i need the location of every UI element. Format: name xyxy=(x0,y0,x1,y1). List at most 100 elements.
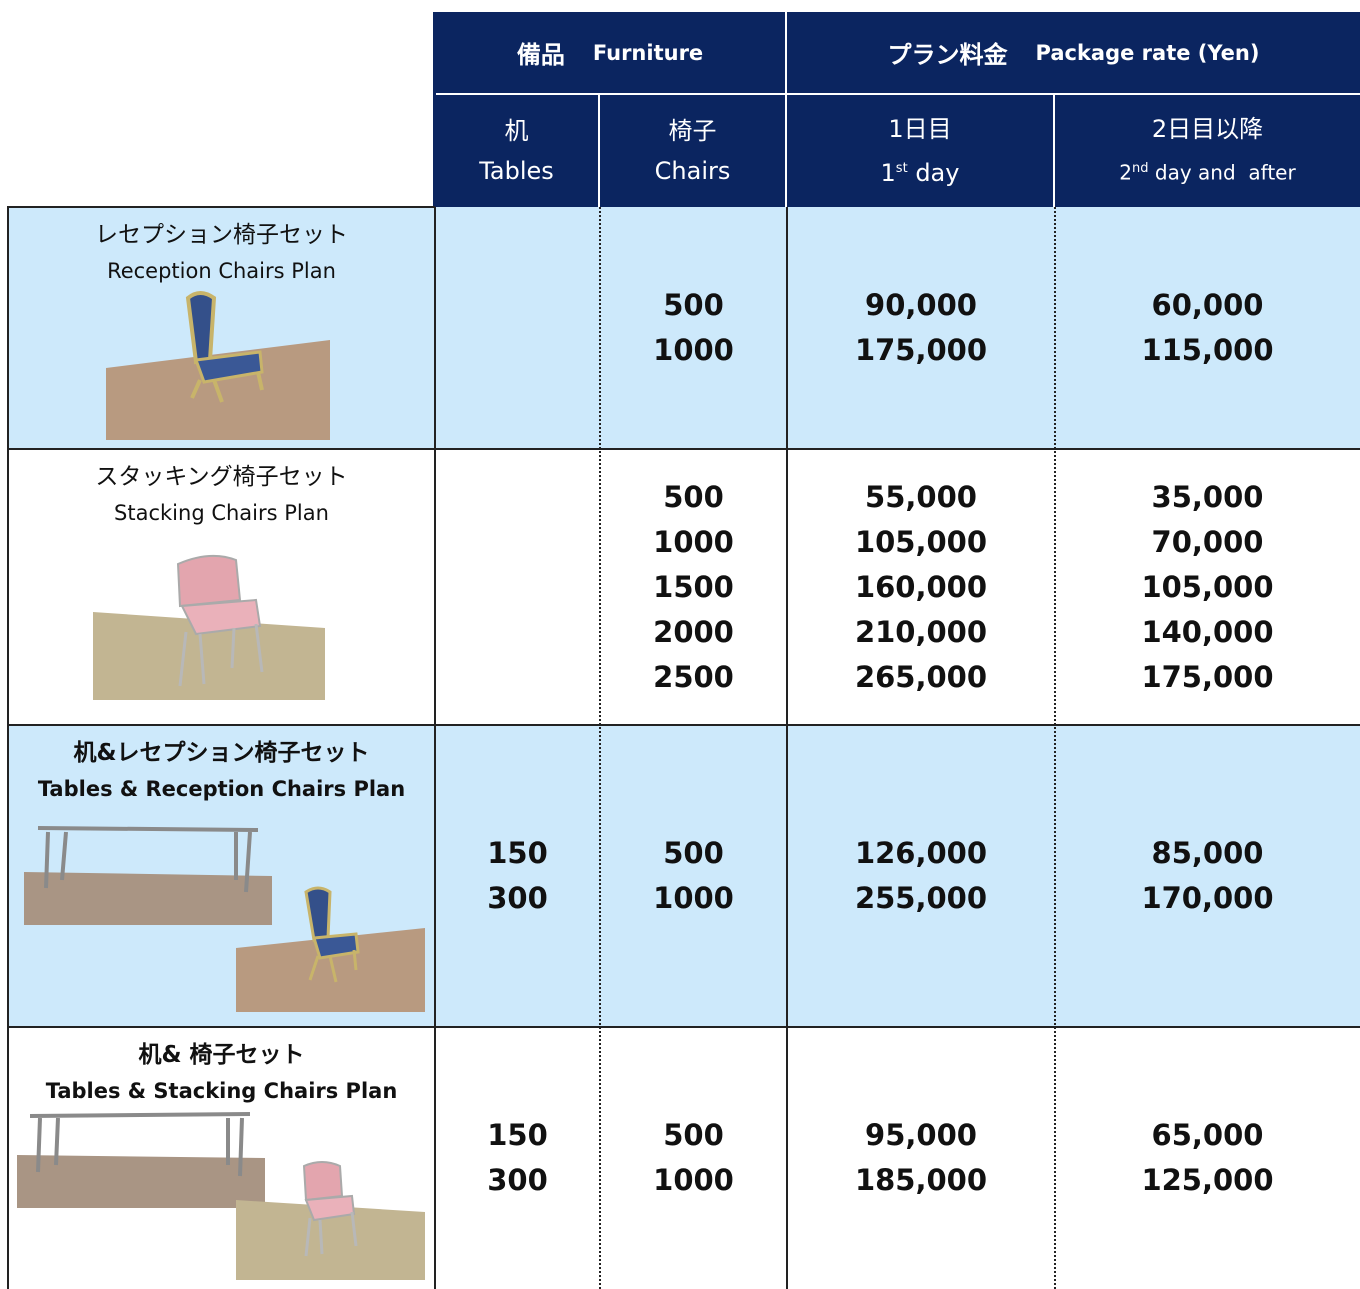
value-cell: 85,000 170,000 xyxy=(1055,727,1360,1025)
row-divider xyxy=(7,448,1360,450)
day-num: 2 xyxy=(1119,160,1133,185)
column-header: 1日目 1st day xyxy=(787,95,1055,207)
header-ja: 備品 xyxy=(516,41,565,69)
column-ja: 椅子 xyxy=(668,117,717,145)
plan-name: スタッキング椅子セット Stacking Chairs Plan xyxy=(8,449,435,725)
floor xyxy=(236,1200,425,1280)
day-rest: day xyxy=(915,159,960,187)
value: 105,000 xyxy=(854,524,988,559)
folding-table xyxy=(29,1112,251,1177)
reception-chair xyxy=(304,886,360,983)
value: 35,000 xyxy=(1151,479,1264,514)
column-en: Tables xyxy=(479,157,554,185)
header-left-border xyxy=(433,12,436,207)
column-header: 机 Tables xyxy=(435,95,600,207)
floor xyxy=(17,1155,265,1208)
column-ja: 1日目 xyxy=(888,115,952,143)
header-rate: プラン料金 Package rate (Yen) xyxy=(787,12,1360,95)
column-header: 椅子 Chairs xyxy=(600,95,787,207)
column-ja: 2日目以降 xyxy=(1151,115,1264,144)
stacking-chair xyxy=(176,554,264,687)
border-top xyxy=(7,206,435,208)
value: 90,000 xyxy=(865,288,977,322)
value: 2000 xyxy=(653,614,734,649)
plan-name: 机& 椅子セット Tables & Stacking Chairs Plan xyxy=(8,1027,435,1289)
value: 150 xyxy=(487,836,548,870)
value: 95,000 xyxy=(865,1118,977,1152)
value: 140,000 xyxy=(1141,614,1274,649)
value: 500 xyxy=(663,836,724,870)
floor xyxy=(24,872,272,925)
value-cell: 95,000 185,000 xyxy=(787,1029,1055,1287)
reception-chair xyxy=(185,291,264,403)
value: 300 xyxy=(487,881,548,915)
plan-name-en: Reception Chairs Plan xyxy=(107,259,336,283)
value-cell: 65,000 125,000 xyxy=(1055,1029,1360,1287)
plan-name: レセプション椅子セット Reception Chairs Plan xyxy=(8,207,435,449)
value: 2500 xyxy=(653,659,734,694)
value-cell: 126,000 255,000 xyxy=(787,727,1055,1025)
value: 160,000 xyxy=(854,569,988,604)
floor xyxy=(93,612,325,700)
header-en: Package rate (Yen) xyxy=(1035,40,1260,65)
value: 255,000 xyxy=(854,881,988,915)
plan-name-en: Tables & Reception Chairs Plan xyxy=(37,777,406,801)
value: 125,000 xyxy=(1141,1163,1274,1197)
value-cell: 60,000 115,000 xyxy=(1055,209,1360,447)
folding-table xyxy=(37,826,259,893)
value: 175,000 xyxy=(1141,659,1274,694)
plan-name-ja: レセプション椅子セット xyxy=(95,222,348,248)
column-ja: 机 xyxy=(504,117,529,145)
column-divider-dotted xyxy=(599,207,601,1289)
plan-name-en: Tables & Stacking Chairs Plan xyxy=(45,1079,398,1103)
value: 105,000 xyxy=(1141,569,1274,604)
value-cell: 90,000 175,000 xyxy=(787,209,1055,447)
value: 500 xyxy=(663,1118,724,1152)
border-left xyxy=(7,207,9,1289)
day-sup: nd xyxy=(1132,161,1149,177)
header-en: Furniture xyxy=(592,40,704,65)
value: 65,000 xyxy=(1151,1118,1264,1152)
value-cell: 150 300 xyxy=(435,1029,600,1287)
plan-name-ja: 机&レセプション椅子セット xyxy=(73,740,370,766)
column-divider-dotted xyxy=(1054,207,1056,1289)
plan-name-en: Stacking Chairs Plan xyxy=(114,501,329,525)
day-rest: day and after xyxy=(1154,160,1296,185)
value: 1500 xyxy=(653,569,734,604)
plan-name-ja: スタッキング椅子セット xyxy=(95,464,348,490)
value: 185,000 xyxy=(854,1163,988,1197)
column-header: 2日目以降 2nd day and after xyxy=(1055,95,1360,207)
plan-name-ja: 机& 椅子セット xyxy=(138,1042,305,1068)
value-cell: 500 1000 xyxy=(600,1029,787,1287)
value: 170,000 xyxy=(1141,881,1274,915)
value: 1000 xyxy=(653,1163,734,1197)
value: 55,000 xyxy=(865,479,977,514)
column-divider xyxy=(786,207,788,1289)
stacking-chair xyxy=(302,1161,358,1257)
value: 175,000 xyxy=(854,333,988,367)
value: 265,000 xyxy=(854,659,988,694)
plan-name: 机&レセプション椅子セット Tables & Reception Chairs P… xyxy=(8,725,435,1027)
value: 70,000 xyxy=(1151,524,1264,559)
value-cell: 500 1000 xyxy=(600,209,787,447)
column-en: Chairs xyxy=(654,157,731,185)
value: 300 xyxy=(487,1163,548,1197)
value: 500 xyxy=(663,288,724,322)
value: 1000 xyxy=(653,881,734,915)
header-furniture: 備品 Furniture xyxy=(435,12,787,95)
value: 115,000 xyxy=(1141,333,1274,367)
value-cell: 55,000 105,000 160,000 210,000 265,000 xyxy=(787,451,1055,723)
value: 150 xyxy=(487,1118,548,1152)
value: 210,000 xyxy=(854,614,988,649)
column-divider xyxy=(434,207,436,1289)
row-divider xyxy=(7,1026,1360,1028)
value-cell: 150 300 xyxy=(435,727,600,1025)
row-divider xyxy=(7,724,1360,726)
value: 500 xyxy=(663,479,724,514)
column-en: 2nd day and after xyxy=(1119,149,1295,193)
value-cell: 500 1000 xyxy=(600,727,787,1025)
header-ja: プラン料金 xyxy=(887,41,1008,69)
column-en: 1st day xyxy=(881,149,960,193)
